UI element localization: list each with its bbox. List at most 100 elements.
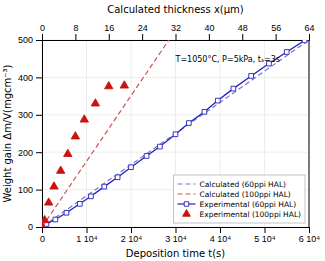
series-line bbox=[42, 40, 309, 227]
point bbox=[129, 165, 134, 170]
point bbox=[64, 149, 72, 156]
point bbox=[91, 99, 99, 106]
plot: 0 1 10⁴ 2 10⁴ 3 10⁴ 4 10⁴ 5 10⁴ 6 10⁴ 0 100 200 30… bbox=[18, 23, 320, 244]
grid bbox=[42, 40, 309, 227]
tick-mark bbox=[242, 34, 243, 40]
point bbox=[249, 74, 254, 79]
tick-label: 200 bbox=[18, 148, 33, 158]
tick-label: 5 10⁴ bbox=[254, 234, 276, 244]
annotation: T=1050°C, P=5kPa, tₛ=3s bbox=[175, 55, 280, 64]
point bbox=[42, 215, 49, 222]
tick-label: 400 bbox=[18, 73, 33, 83]
tick-mark bbox=[176, 34, 177, 40]
tick-label: 300 bbox=[18, 110, 33, 120]
tick-mark bbox=[131, 227, 132, 233]
tick: 32 bbox=[171, 23, 181, 40]
grid-line bbox=[42, 152, 309, 153]
tick-mark bbox=[75, 34, 76, 40]
legend-swatch bbox=[184, 202, 188, 206]
tick-mark bbox=[309, 34, 310, 40]
point bbox=[80, 115, 88, 122]
tick: 400 bbox=[18, 73, 42, 83]
tick: 100 bbox=[18, 185, 42, 195]
tick-label: 64 bbox=[304, 23, 314, 33]
x-axis-title: Deposition time t(s) bbox=[126, 248, 225, 259]
tick: 500 bbox=[18, 35, 42, 45]
tick-mark bbox=[36, 152, 42, 153]
point bbox=[231, 86, 236, 91]
tick-mark bbox=[36, 227, 42, 228]
tick-mark bbox=[42, 34, 43, 40]
tick-label: 48 bbox=[238, 23, 248, 33]
point bbox=[284, 50, 289, 55]
tick-label: 40 bbox=[204, 23, 214, 33]
series-line bbox=[42, 40, 169, 227]
tick: 48 bbox=[238, 23, 248, 40]
point bbox=[89, 194, 94, 199]
tick-label: 56 bbox=[271, 23, 281, 33]
point bbox=[158, 144, 163, 149]
point bbox=[120, 81, 128, 88]
tick-mark bbox=[36, 115, 42, 116]
grid-line bbox=[309, 40, 310, 227]
tick-label: 0 bbox=[28, 222, 33, 232]
point bbox=[187, 121, 192, 126]
tick-mark bbox=[209, 34, 210, 40]
tick: 40 bbox=[204, 23, 214, 40]
point bbox=[115, 175, 120, 180]
tick-mark bbox=[87, 227, 88, 233]
point bbox=[77, 201, 82, 206]
grid-line bbox=[42, 77, 309, 78]
tick-label: 2 10⁴ bbox=[121, 234, 143, 244]
tick-label: 3 10⁴ bbox=[165, 234, 187, 244]
tick-label: 4 10⁴ bbox=[210, 234, 232, 244]
x2-axis-title: Calculated thickness x(μm) bbox=[107, 4, 244, 15]
point bbox=[71, 132, 79, 139]
point bbox=[173, 132, 178, 137]
point bbox=[302, 40, 307, 43]
legend-item: Experimental (100ppi HAL) bbox=[183, 210, 301, 219]
legend-label: Experimental (60ppi HAL) bbox=[199, 200, 296, 209]
legend-swatch bbox=[183, 210, 191, 217]
marks bbox=[42, 40, 309, 227]
tick-mark bbox=[142, 34, 143, 40]
point bbox=[50, 182, 58, 189]
tick-mark bbox=[109, 34, 110, 40]
tick: 5 10⁴ bbox=[254, 227, 276, 244]
tick-label: 0 bbox=[40, 23, 45, 33]
point bbox=[45, 198, 53, 205]
legend-swatch bbox=[177, 193, 195, 194]
tick-label: 24 bbox=[138, 23, 148, 33]
tick: 200 bbox=[18, 148, 42, 158]
tick-mark bbox=[309, 227, 310, 233]
tick: 0 bbox=[40, 23, 45, 40]
legend: Calculated (60ppi HAL)Calculated (100ppi… bbox=[173, 175, 305, 223]
point bbox=[202, 109, 207, 114]
tick: 24 bbox=[138, 23, 148, 40]
tick-label: 0 bbox=[40, 234, 45, 244]
tick-mark bbox=[276, 34, 277, 40]
chart: 0 1 10⁴ 2 10⁴ 3 10⁴ 4 10⁴ 5 10⁴ 6 10⁴ 0 100 200 30… bbox=[0, 0, 325, 261]
tick-mark bbox=[36, 40, 42, 41]
tick-label: 500 bbox=[18, 35, 33, 45]
legend-label: Calculated (60ppi HAL) bbox=[199, 180, 286, 189]
point bbox=[57, 166, 65, 173]
point bbox=[105, 82, 113, 89]
legend-item: Experimental (60ppi HAL) bbox=[177, 200, 296, 209]
tick-label: 32 bbox=[171, 23, 181, 33]
tick: 4 10⁴ bbox=[210, 227, 232, 244]
grid-line bbox=[131, 40, 132, 227]
tick-label: 1 10⁴ bbox=[76, 234, 98, 244]
tick-mark bbox=[220, 227, 221, 233]
tick-label: 6 10⁴ bbox=[299, 234, 321, 244]
legend-item: Calculated (100ppi HAL) bbox=[177, 190, 290, 199]
point bbox=[144, 154, 149, 159]
axis-line bbox=[43, 34, 310, 41]
tick: 2 10⁴ bbox=[121, 227, 143, 244]
axis-line bbox=[36, 41, 43, 228]
tick-mark bbox=[176, 227, 177, 233]
tick-label: 8 bbox=[73, 23, 78, 33]
legend-box bbox=[173, 175, 305, 223]
tick: 16 bbox=[104, 23, 114, 40]
x2-axis: 0 8 16 24 32 40 48 56 64 bbox=[40, 23, 315, 41]
